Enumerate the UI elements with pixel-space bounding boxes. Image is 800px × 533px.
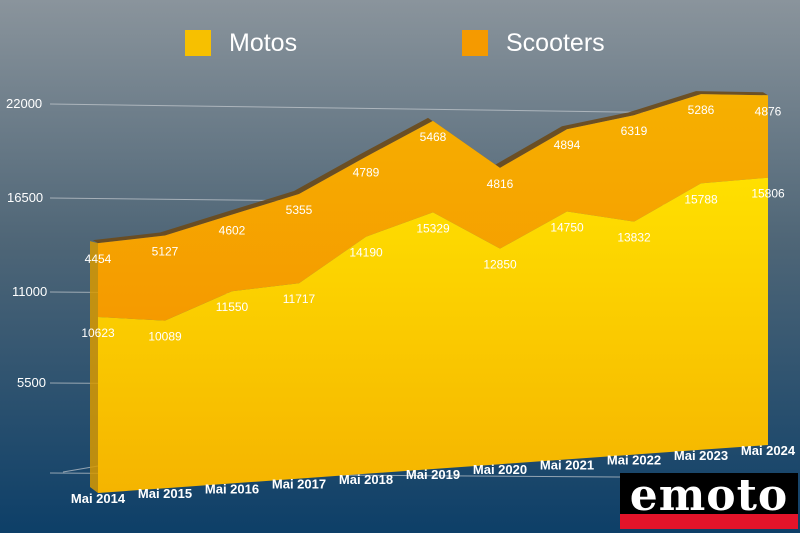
data-label-motos: 15329	[416, 221, 450, 235]
legend-swatch-motos	[185, 30, 211, 56]
legend-item-motos: Motos	[185, 26, 297, 60]
x-tick-label: Mai 2018	[339, 472, 393, 487]
logo-red-band	[620, 514, 798, 529]
data-label-scooters: 4894	[554, 138, 581, 152]
data-label-scooters: 5286	[688, 103, 715, 117]
data-label-scooters: 4789	[353, 166, 380, 180]
legend-label-scooters: Scooters	[506, 28, 605, 57]
x-tick-label: Mai 2019	[406, 467, 460, 482]
legend-label-motos: Motos	[229, 28, 298, 57]
x-tick-label: Mai 2016	[205, 481, 259, 496]
area-motos	[98, 177, 768, 493]
data-label-motos: 10623	[81, 326, 115, 340]
emoto-logo: emoto	[620, 473, 798, 529]
x-tick-label: Mai 2015	[138, 486, 192, 501]
x-tick-label: Mai 2022	[607, 453, 661, 468]
data-label-scooters: 4454	[85, 252, 112, 266]
x-tick-label: Mai 2017	[272, 477, 326, 492]
x-tick-label: Mai 2020	[473, 462, 527, 477]
legend-item-scooters: Scooters	[462, 26, 605, 60]
y-tick-label: 5500	[17, 375, 46, 390]
y-tick-label: 16500	[7, 190, 43, 205]
y-tick-label: 22000	[6, 96, 42, 111]
data-label-scooters: 4816	[487, 177, 514, 191]
data-label-motos: 11717	[283, 292, 316, 306]
data-label-motos: 15806	[751, 187, 785, 201]
x-tick-label: Mai 2024	[741, 443, 796, 458]
data-label-motos: 14750	[550, 220, 584, 234]
x-tick-label: Mai 2023	[674, 448, 728, 463]
data-label-scooters: 4602	[219, 224, 246, 238]
data-label-motos: 12850	[483, 258, 517, 272]
data-label-motos: 11550	[216, 300, 249, 314]
x-tick-label: Mai 2014	[71, 491, 126, 506]
data-label-motos: 14190	[349, 246, 383, 260]
data-label-scooters: 5468	[420, 130, 447, 144]
data-label-scooters: 6319	[621, 124, 648, 138]
data-label-scooters: 5355	[286, 203, 313, 217]
x-tick-label: Mai 2021	[540, 457, 594, 472]
data-label-motos: 10089	[148, 330, 182, 344]
legend-swatch-scooters	[462, 30, 488, 56]
area-depth-edge	[93, 91, 768, 244]
area-side-face	[90, 241, 98, 493]
logo-wordmark: emoto	[629, 473, 789, 521]
data-label-motos: 13832	[617, 231, 651, 245]
data-label-scooters: 5127	[152, 245, 179, 259]
area-scooters	[98, 94, 768, 321]
data-label-scooters: 4876	[755, 104, 782, 118]
data-label-motos: 15788	[684, 192, 718, 206]
y-tick-label: 11000	[12, 284, 47, 299]
